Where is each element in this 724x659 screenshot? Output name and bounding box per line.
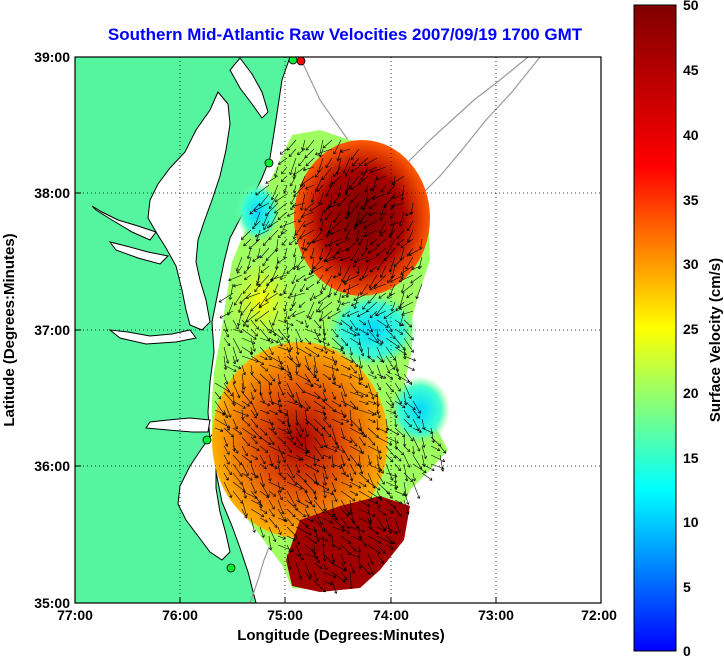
map-title: Southern Mid-Atlantic Raw Velocities 200… xyxy=(108,25,583,44)
axis-tick-marks xyxy=(74,56,602,604)
grid xyxy=(75,57,601,603)
y-tick-label: 37:00 xyxy=(34,322,70,338)
y-axis-label: Latitude (Degrees:Minutes) xyxy=(1,233,18,426)
delaware-bay xyxy=(229,57,269,119)
high-velocity-core-north xyxy=(294,140,430,296)
velocity-field xyxy=(212,130,450,594)
colorbar-tick-label: 40 xyxy=(683,127,699,143)
james-river xyxy=(108,329,197,345)
x-tick-label: 77:00 xyxy=(57,607,93,623)
y-axis-ticks: 39:00 38:00 37:00 36:00 35:00 xyxy=(34,49,70,611)
colorbar-tick-label: 15 xyxy=(683,450,699,466)
velocity-vectors xyxy=(214,139,447,594)
x-axis-label: Longitude (Degrees:Minutes) xyxy=(237,627,445,644)
x-tick-label: 76:00 xyxy=(162,607,198,623)
low-velocity-nearshore xyxy=(236,182,280,242)
x-tick-label: 73:00 xyxy=(478,607,514,623)
colorbar-ticks: 50 45 40 35 30 25 20 15 10 5 0 xyxy=(683,0,699,659)
potomac-river xyxy=(91,205,157,241)
x-axis-ticks: 77:00 76:00 75:00 74:00 73:00 72:00 xyxy=(57,607,617,623)
x-tick-label: 72:00 xyxy=(581,607,617,623)
y-tick-label: 39:00 xyxy=(34,49,70,65)
chesapeake-bay xyxy=(147,91,231,331)
colorbar-tick-label: 45 xyxy=(683,62,699,78)
station-marker xyxy=(264,158,274,168)
pamlico-sound xyxy=(177,430,231,561)
y-tick-label: 35:00 xyxy=(34,595,70,611)
map-area xyxy=(75,57,601,603)
land-mass xyxy=(75,57,291,603)
colorbar-tick-label: 50 xyxy=(683,0,699,13)
colorbar-tick-label: 20 xyxy=(683,385,699,401)
y-tick-label: 38:00 xyxy=(34,185,70,201)
station-marker xyxy=(226,563,236,573)
low-velocity-east xyxy=(390,376,450,444)
colorbar-tick-label: 30 xyxy=(683,256,699,272)
bathymetry-contour xyxy=(299,57,529,179)
colorbar xyxy=(633,4,677,652)
station-marker xyxy=(202,435,212,445)
albemarle-sound xyxy=(145,417,211,433)
colorbar-tick-label: 5 xyxy=(683,579,691,595)
x-tick-label: 75:00 xyxy=(267,607,303,623)
colorbar-label: Surface Velocity (cm/s) xyxy=(707,258,724,422)
x-tick-label: 74:00 xyxy=(373,607,409,623)
colorbar-tick-label: 25 xyxy=(683,321,699,337)
station-marker-alt xyxy=(296,57,306,66)
colorbar-tick-label: 10 xyxy=(683,514,699,530)
colorbar-tick-label: 0 xyxy=(683,643,691,659)
high-velocity-south-patch xyxy=(286,496,410,592)
y-tick-label: 36:00 xyxy=(34,458,70,474)
colorbar-tick-label: 35 xyxy=(683,192,699,208)
rappahannock-river xyxy=(108,241,170,265)
